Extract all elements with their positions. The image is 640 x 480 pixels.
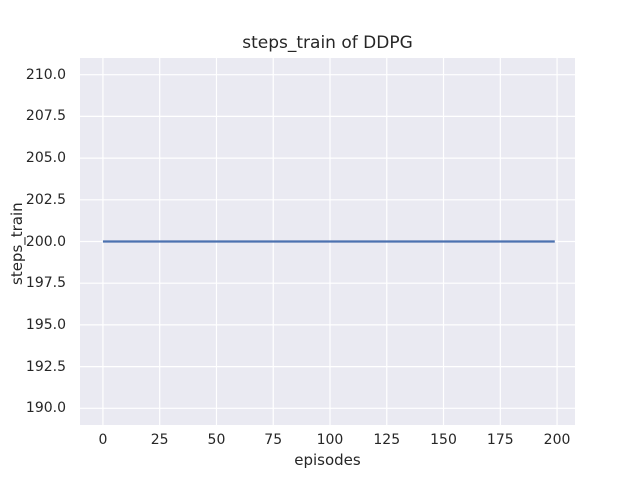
x-tick-label: 100 (316, 432, 344, 448)
chart-title: steps_train of DDPG (242, 33, 413, 53)
x-tick-label: 75 (264, 432, 283, 448)
x-tick-label: 0 (98, 432, 108, 448)
y-tick-label: 205.0 (25, 150, 66, 167)
plot-canvas (80, 58, 575, 425)
y-tick-label: 190.0 (25, 400, 66, 417)
y-tick-label: 200.0 (25, 233, 66, 250)
y-tick-label: 192.5 (25, 358, 66, 375)
y-tick-label: 210.0 (25, 66, 66, 83)
y-tick-label: 197.5 (25, 275, 66, 292)
x-tick-label: 50 (207, 432, 226, 448)
y-tick-label: 202.5 (25, 191, 66, 208)
x-tick-label: 150 (430, 432, 457, 448)
plot-area (80, 58, 575, 425)
x-tick-label: 175 (486, 432, 514, 448)
x-tick-label: 125 (373, 432, 401, 448)
x-axis-label: episodes (294, 451, 361, 469)
y-tick-label: 195.0 (25, 316, 66, 333)
y-tick-label: 207.5 (25, 108, 66, 125)
x-tick-label: 200 (543, 432, 571, 448)
x-tick-label: 25 (150, 432, 169, 448)
y-tick-labels: 210.0 207.5 205.0 202.5 200.0 197.5 195.0 192.5… (0, 0, 72, 480)
